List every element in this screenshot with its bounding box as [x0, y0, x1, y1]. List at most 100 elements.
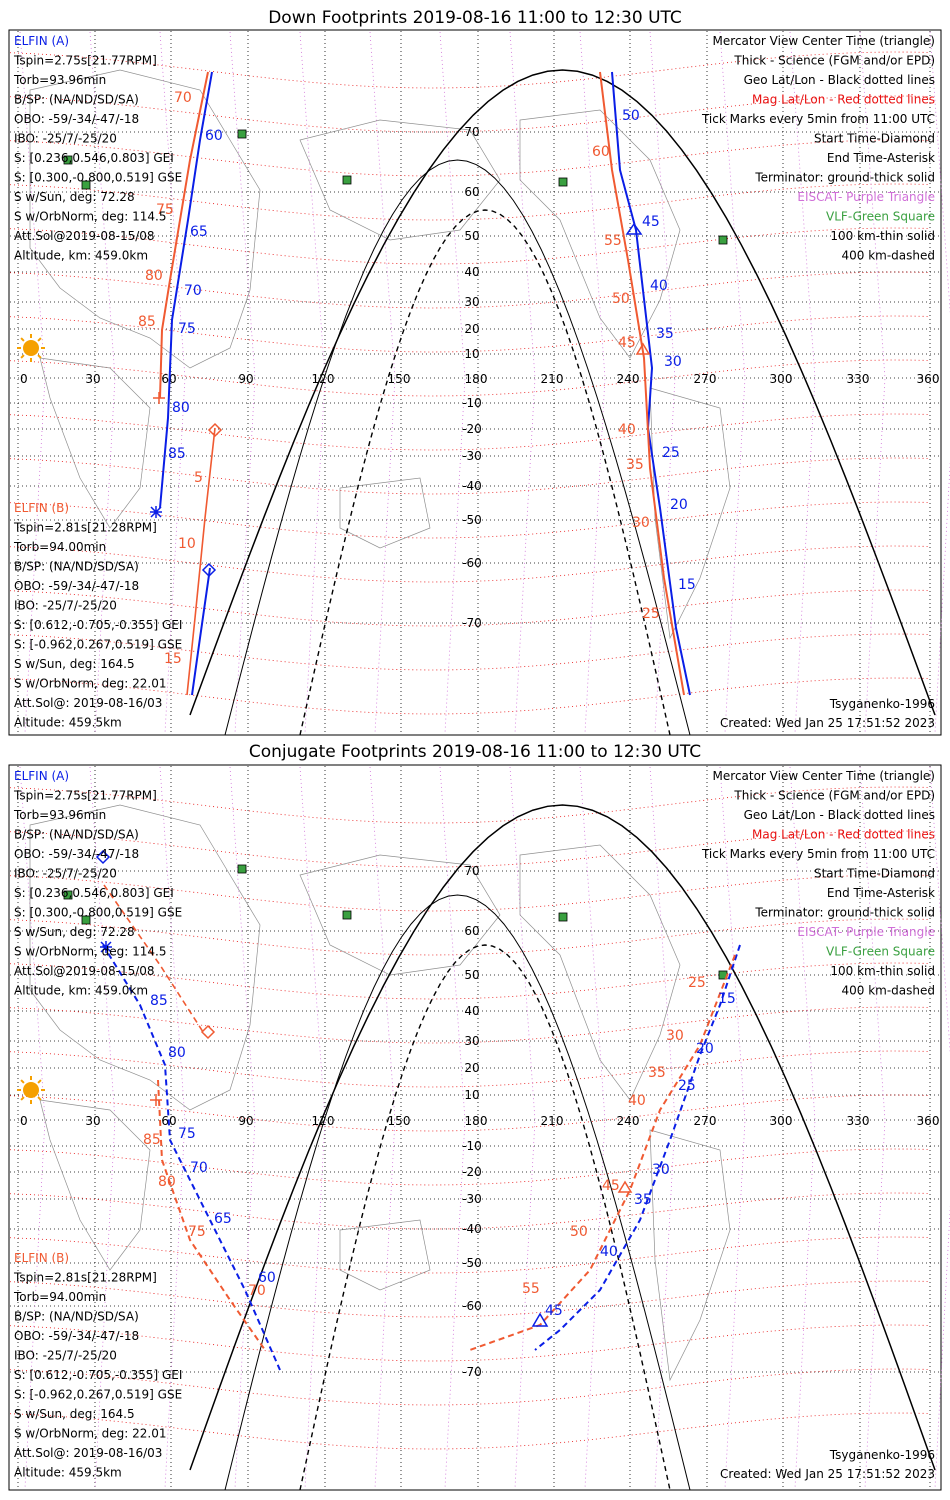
elfin-a-info-line: S: [0.236,0.546,0.803] GEI [14, 886, 174, 900]
continent-outline [39, 357, 151, 529]
track-time-label: 25 [688, 975, 706, 991]
lon-tick-label: 90 [238, 1114, 253, 1128]
track-time-label: 15 [164, 651, 182, 667]
lon-tick-label: 210 [541, 372, 564, 386]
lon-tick-label: 0 [20, 1114, 28, 1128]
continent-outline [649, 1129, 731, 1382]
elfin-a-track-west [102, 944, 281, 1371]
lat-tick-label: -40 [462, 1222, 482, 1236]
track-time-label: 45 [618, 335, 636, 351]
elfin-a-info-line: Tspin=2.75s[21.77RPM] [13, 54, 157, 68]
lat-tick-label: -10 [462, 396, 482, 410]
legend-item: Mag Lat/Lon - Red dotted lines [752, 828, 935, 842]
panel-conjugate-footprints: Conjugate Footprints 2019-08-16 11:00 to… [8, 742, 950, 1491]
elfin-b-info-line: Tspin=2.81s[21.28RPM] [13, 521, 157, 535]
vlf-green-square [237, 129, 247, 139]
continent-outline [339, 1219, 431, 1291]
track-time-label: 35 [656, 326, 674, 342]
legend-item: Mercator View Center Time (triangle) [713, 34, 935, 48]
legend-item: Thick - Science (FGM and/or EPD) [733, 789, 935, 803]
track-time-label: 30 [664, 354, 682, 370]
sun-ray [20, 1079, 25, 1084]
legend-item: VLF-Green Square [826, 210, 935, 224]
elfin-a-header: ELFIN (A) [14, 34, 69, 48]
terminator-100km [224, 159, 691, 736]
lat-tick-label: 20 [464, 322, 479, 336]
track-time-label: 5 [194, 470, 203, 486]
track-time-label: 80 [158, 1174, 176, 1190]
lon-tick-label: 300 [770, 372, 793, 386]
elfin-b-info-line: S: [0.612,-0.705,-0.355] GEI [14, 618, 182, 632]
lat-tick-label: -50 [462, 1256, 482, 1270]
lat-tick-label: -20 [462, 1165, 482, 1179]
elfin-b-info: ELFIN (B) Tspin=2.81s[21.28RPM] Torb=94.00… [13, 501, 182, 730]
legend-item: Start Time-Diamond [814, 867, 935, 881]
elfin-b-track-east [469, 954, 736, 1351]
lat-tick-label: -60 [462, 556, 482, 570]
vlf-green-square [342, 910, 352, 920]
track-time-label: 45 [602, 1178, 620, 1194]
elfin-a-info-line: S: [0.300,-0.800,0.519] GSE [14, 906, 182, 920]
track-time-label: 25 [642, 606, 660, 622]
lon-tick-label: 270 [694, 372, 717, 386]
elfin-b-track-west [157, 1079, 266, 1351]
track-time-label: 70 [190, 1160, 208, 1176]
lon-tick-label: 0 [20, 372, 28, 386]
track-time-label: 65 [190, 224, 208, 240]
track-time-label: 35 [634, 1192, 652, 1208]
vlf-stations [63, 864, 728, 980]
elfin-a-info-line: OBO: -59/-34/-47/-18 [14, 847, 139, 861]
track-time-label: 80 [168, 1045, 186, 1061]
lon-tick-label: 120 [312, 372, 335, 386]
elfin-a-info-line: S: [0.300,-0.800,0.519] GSE [14, 171, 182, 185]
lat-tick-label: -30 [462, 449, 482, 463]
lon-tick-label: 330 [847, 372, 870, 386]
legend-item: 100 km-thin solid [830, 229, 935, 243]
sun-ray [20, 1096, 25, 1101]
track-time-label: 40 [628, 1093, 646, 1109]
elfin-b-info-line: IBO: -25/7/-25/20 [14, 1349, 117, 1363]
lat-tick-label: 10 [464, 1088, 479, 1102]
lon-tick-label: 360 [917, 1114, 940, 1128]
legend-item: Geo Lat/Lon - Black dotted lines [744, 73, 935, 87]
sun-ray [20, 354, 25, 359]
legend-item: Start Time-Diamond [814, 132, 935, 146]
vlf-green-square [558, 177, 568, 187]
elfin-a-info-line: OBO: -59/-34/-47/-18 [14, 112, 139, 126]
elfin-b-info-line: OBO: -59/-34/-47/-18 [14, 1329, 139, 1343]
map-frame [8, 764, 942, 1491]
elfin-a-info-line: S w/OrbNorm, deg: 114.5 [14, 945, 166, 959]
view-center-triangle [531, 1312, 549, 1327]
panel-title: Down Footprints 2019-08-16 11:00 to 12:3… [268, 8, 682, 28]
elfin-b-info-line: Torb=94.00min [13, 540, 106, 554]
elfin-a-track-west [159, 71, 213, 509]
lat-tick-label: 40 [464, 1004, 479, 1018]
continent-outline [29, 804, 261, 1111]
lat-tick-label: 70 [464, 864, 479, 878]
track-time-label: 80 [145, 268, 163, 284]
lat-tick-label: 30 [464, 1034, 479, 1048]
view-center-triangle [617, 1180, 633, 1193]
vlf-green-square [558, 912, 568, 922]
track-time-label: 40 [618, 422, 636, 438]
elfin-a-info-line: Att.Sol@2019-08-15/08 [14, 229, 155, 243]
elfin-b-info-line: Att.Sol@: 2019-08-16/03 [14, 696, 162, 710]
sun-ray [37, 1079, 42, 1084]
terminator-ground [189, 69, 936, 716]
geo-grid [10, 766, 940, 1489]
lat-tick-label: 60 [464, 924, 479, 938]
lon-tick-label: 30 [85, 1114, 100, 1128]
elfin-a-info: ELFIN (A) Tspin=2.75s[21.77RPM] Torb=93.96… [13, 34, 182, 263]
elfin-a-info-line: Altitude, km: 459.0km [14, 249, 148, 263]
elfin-a-info-line: Att.Sol@2019-08-15/08 [14, 964, 155, 978]
map-legend: Mercator View Center Time (triangle) Thic… [701, 34, 935, 263]
end-asterisk [100, 941, 112, 953]
continent-outline [299, 854, 501, 976]
legend-item: End Time-Asterisk [827, 151, 935, 165]
elfin-b-info-line: B/SP: (NA/ND/SD/SA) [14, 1310, 139, 1324]
vlf-green-square [718, 235, 728, 245]
track-time-label: 15 [678, 577, 696, 593]
elfin-a-info-line: IBO: -25/7/-25/20 [14, 867, 117, 881]
track-time-label: 80 [172, 400, 190, 416]
lon-tick-label: 180 [465, 1114, 488, 1128]
